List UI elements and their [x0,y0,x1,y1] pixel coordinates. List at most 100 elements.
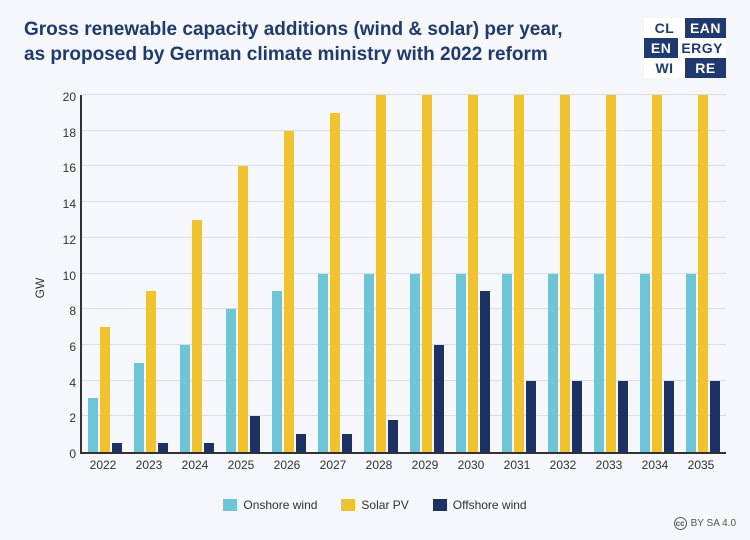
gridline [82,201,726,202]
x-tick-label: 2027 [311,458,355,472]
y-tick-label: 0 [54,447,76,461]
bar-onshore [640,274,650,453]
bar-onshore [180,345,190,452]
bar-onshore [364,274,374,453]
bar-onshore [88,398,98,452]
bar-solar [192,220,202,452]
bar-solar [652,95,662,452]
bar-solar [422,95,432,452]
bar-solar [468,95,478,452]
y-tick-label: 12 [54,233,76,247]
x-tick-label: 2031 [495,458,539,472]
bar-solar [100,327,110,452]
bar-offshore [434,345,444,452]
bar-onshore [456,274,466,453]
gridline [82,415,726,416]
logo-part: EAN [685,18,726,38]
legend-swatch [341,499,355,511]
y-tick-label: 6 [54,340,76,354]
legend-swatch [433,499,447,511]
bar-offshore [296,434,306,452]
bar-onshore [594,274,604,453]
gridline [82,130,726,131]
bar-offshore [572,381,582,452]
x-tick-label: 2035 [679,458,723,472]
bar-offshore [710,381,720,452]
x-tick-label: 2026 [265,458,309,472]
gridline [82,94,726,95]
bar-onshore [502,274,512,453]
y-tick-label: 10 [54,269,76,283]
y-tick-label: 4 [54,376,76,390]
bar-onshore [548,274,558,453]
x-tick-label: 2030 [449,458,493,472]
y-tick-label: 20 [54,90,76,104]
bar-onshore [318,274,328,453]
bar-onshore [272,291,282,452]
cc-icon: cc [674,517,687,530]
x-tick-label: 2024 [173,458,217,472]
x-tick-label: 2028 [357,458,401,472]
y-tick-label: 18 [54,126,76,140]
gridline [82,308,726,309]
x-tick-label: 2033 [587,458,631,472]
x-tick-label: 2034 [633,458,677,472]
bar-solar [606,95,616,452]
legend-item-onshore: Onshore wind [223,498,317,512]
x-tick-label: 2022 [81,458,125,472]
logo-part: ERGY [678,38,726,58]
logo-part: WI [644,58,685,78]
legend-label: Onshore wind [243,498,317,512]
bar-offshore [480,291,490,452]
legend-label: Solar PV [361,498,408,512]
bar-solar [698,95,708,452]
bar-offshore [112,443,122,452]
bar-onshore [134,363,144,452]
legend: Onshore wind Solar PV Offshore wind [0,498,750,512]
x-tick-label: 2023 [127,458,171,472]
bar-offshore [204,443,214,452]
bar-onshore [226,309,236,452]
logo-part: RE [685,58,726,78]
bar-solar [284,131,294,452]
y-axis-label: GW [33,277,47,298]
legend-item-solar: Solar PV [341,498,408,512]
bar-solar [146,291,156,452]
bar-offshore [618,381,628,452]
bar-solar [238,166,248,452]
bar-offshore [526,381,536,452]
bar-solar [560,95,570,452]
x-tick-label: 2032 [541,458,585,472]
chart-area: GW 0246810121416182020222023202420252026… [30,95,732,480]
bar-onshore [410,274,420,453]
bar-offshore [664,381,674,452]
gridline [82,380,726,381]
bar-offshore [158,443,168,452]
bar-solar [514,95,524,452]
bar-solar [330,113,340,452]
x-tick-label: 2025 [219,458,263,472]
legend-item-offshore: Offshore wind [433,498,527,512]
legend-label: Offshore wind [453,498,527,512]
legend-swatch [223,499,237,511]
y-tick-label: 16 [54,161,76,175]
y-tick-label: 14 [54,197,76,211]
gridline [82,344,726,345]
bar-offshore [250,416,260,452]
gridline [82,165,726,166]
y-tick-label: 8 [54,304,76,318]
y-tick-label: 2 [54,411,76,425]
logo-part: EN [644,38,678,58]
gridline [82,273,726,274]
gridline [82,237,726,238]
license-text: BY SA 4.0 [691,518,736,529]
license-badge: cc BY SA 4.0 [674,517,736,530]
chart-title: Gross renewable capacity additions (wind… [24,18,584,67]
bar-offshore [388,420,398,452]
bar-offshore [342,434,352,452]
bar-solar [376,95,386,452]
plot-area [80,95,726,454]
logo-part: CL [644,18,685,38]
brand-logo: CL EAN EN ERGY WI RE [644,18,726,78]
bar-onshore [686,274,696,453]
